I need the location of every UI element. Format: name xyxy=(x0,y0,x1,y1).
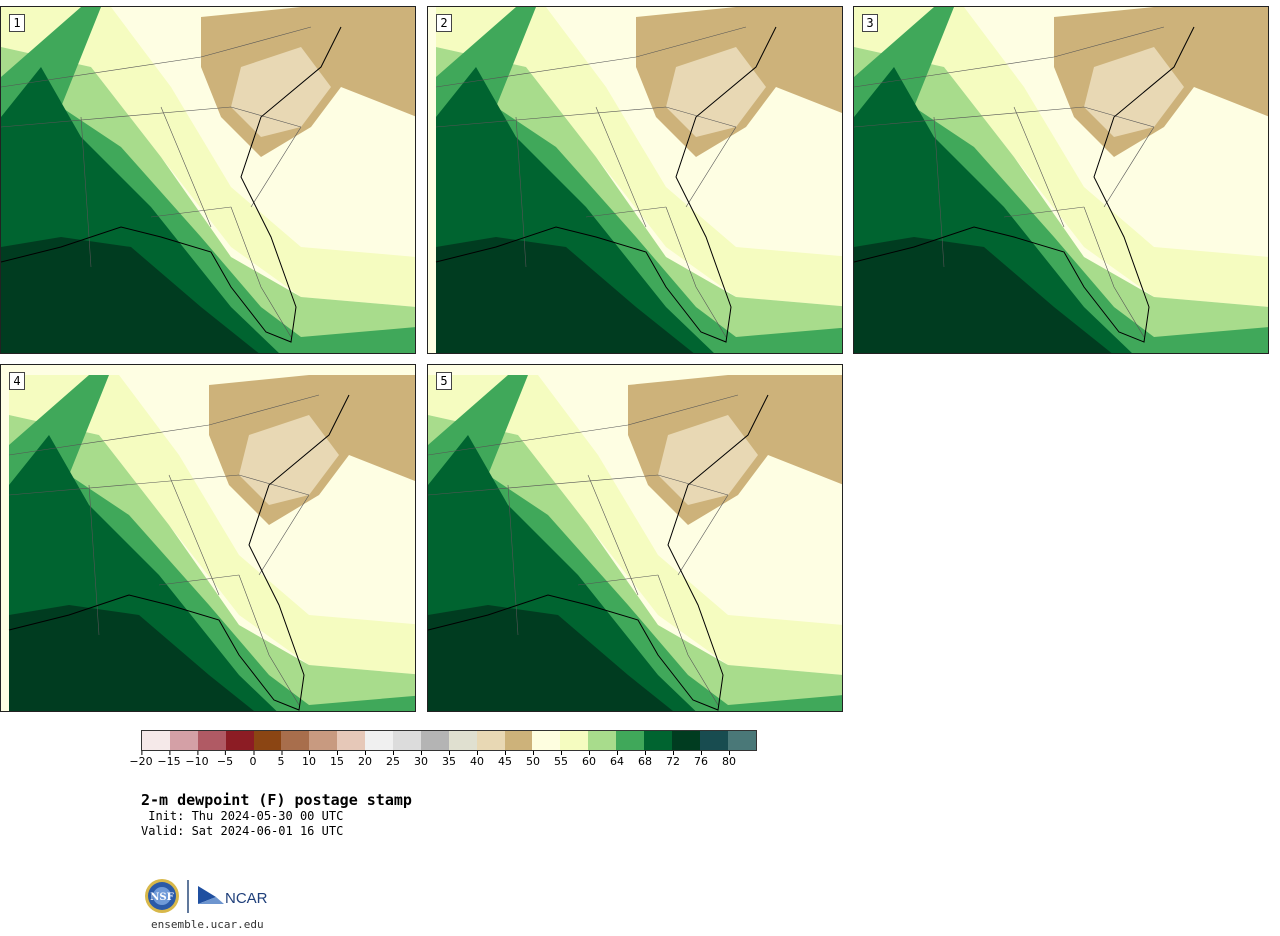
colorbar-swatch xyxy=(337,731,366,750)
colorbar-swatch xyxy=(644,731,672,750)
colorbar-tick-label: 50 xyxy=(526,751,540,768)
colorbar-swatch xyxy=(671,731,700,750)
colorbar-tick-label: 30 xyxy=(414,751,428,768)
colorbar-tick-label: 20 xyxy=(358,751,372,768)
colorbar-tick-label: 72 xyxy=(666,751,680,768)
colorbar-tick-label: 10 xyxy=(302,751,316,768)
chart-title: 2-m dewpoint (F) postage stamp xyxy=(141,791,412,809)
colorbar-tick-label: 80 xyxy=(722,751,736,768)
panel-label-2: 2 xyxy=(436,14,452,32)
colorbar-tick-label: 68 xyxy=(638,751,652,768)
panel-label-3: 3 xyxy=(862,14,878,32)
colorbar-tick-label: −5 xyxy=(216,751,234,768)
map-panel-5: 5 xyxy=(427,364,843,712)
colorbar-tick-label: −10 xyxy=(185,751,209,768)
colorbar-swatch xyxy=(281,731,310,750)
colorbar-swatches xyxy=(141,730,757,751)
colorbar-swatch xyxy=(393,731,421,750)
map-panel-3: 3 xyxy=(853,6,1269,354)
nsf-ncar-logo: NSF NCAR xyxy=(145,879,268,913)
valid-time: Valid: Sat 2024-06-01 16 UTC xyxy=(141,824,344,838)
panel-label-5: 5 xyxy=(436,372,452,390)
colorbar-tick-label: 45 xyxy=(498,751,512,768)
colorbar-swatch xyxy=(197,731,226,750)
dewpoint-map-5 xyxy=(428,375,842,711)
colorbar-swatch xyxy=(532,731,561,750)
colorbar-tick-label: −20 xyxy=(129,751,153,768)
ncar-icon: NCAR xyxy=(198,886,268,907)
colorbar-tick-label: 55 xyxy=(554,751,568,768)
panel-label-1: 1 xyxy=(9,14,25,32)
colorbar-swatch xyxy=(365,731,394,750)
colorbar-swatch xyxy=(142,731,170,750)
ncar-text: NCAR xyxy=(225,890,268,907)
colorbar-tick-label: 5 xyxy=(277,751,285,768)
colorbar-swatch xyxy=(560,731,589,750)
colorbar-swatch xyxy=(616,731,645,750)
dewpoint-map-4 xyxy=(8,375,415,711)
map-panel-2: 2 xyxy=(427,6,843,354)
colorbar-swatch xyxy=(420,731,449,750)
colorbar-ticks: −20 −15 −10 −5 0 5 10 15 20 25 30 35 40 45 50 55 60 64 68 7… xyxy=(129,751,757,769)
dewpoint-map-1 xyxy=(1,7,415,353)
map-panel-1: 1 xyxy=(0,6,416,354)
colorbar-tick-label: −15 xyxy=(157,751,181,768)
colorbar-tick-label: 35 xyxy=(442,751,456,768)
colorbar-swatch xyxy=(727,731,756,750)
colorbar-swatch xyxy=(448,731,477,750)
colorbar-swatch xyxy=(699,731,728,750)
colorbar-swatch xyxy=(225,731,254,750)
colorbar-swatch xyxy=(504,731,533,750)
dewpoint-map-2 xyxy=(435,7,842,353)
panel-label-4: 4 xyxy=(9,372,25,390)
nsf-seal-text: NSF xyxy=(150,892,173,903)
colorbar-legend: −20 −15 −10 −5 0 5 10 15 20 25 30 35 40 45 50 55 60 64 68 7… xyxy=(129,730,757,769)
colorbar-tick-label: 64 xyxy=(610,751,624,768)
dewpoint-map-3 xyxy=(854,7,1268,353)
colorbar-tick-label: 15 xyxy=(330,751,344,768)
colorbar-swatch xyxy=(309,731,338,750)
map-panel-4: 4 xyxy=(0,364,416,712)
colorbar-swatch xyxy=(476,731,505,750)
colorbar-swatch xyxy=(253,731,282,750)
site-url[interactable]: ensemble.ucar.edu xyxy=(151,918,264,931)
colorbar-swatch xyxy=(169,731,198,750)
colorbar-tick-label: 40 xyxy=(470,751,484,768)
colorbar-tick-label: 76 xyxy=(694,751,708,768)
nsf-seal-icon: NSF xyxy=(145,879,179,913)
colorbar-tick-label: 25 xyxy=(386,751,400,768)
init-time: Init: Thu 2024-05-30 00 UTC xyxy=(141,809,344,823)
colorbar-tick-label: 60 xyxy=(582,751,596,768)
colorbar-tick-label: 0 xyxy=(249,751,257,768)
colorbar-swatch xyxy=(588,731,617,750)
